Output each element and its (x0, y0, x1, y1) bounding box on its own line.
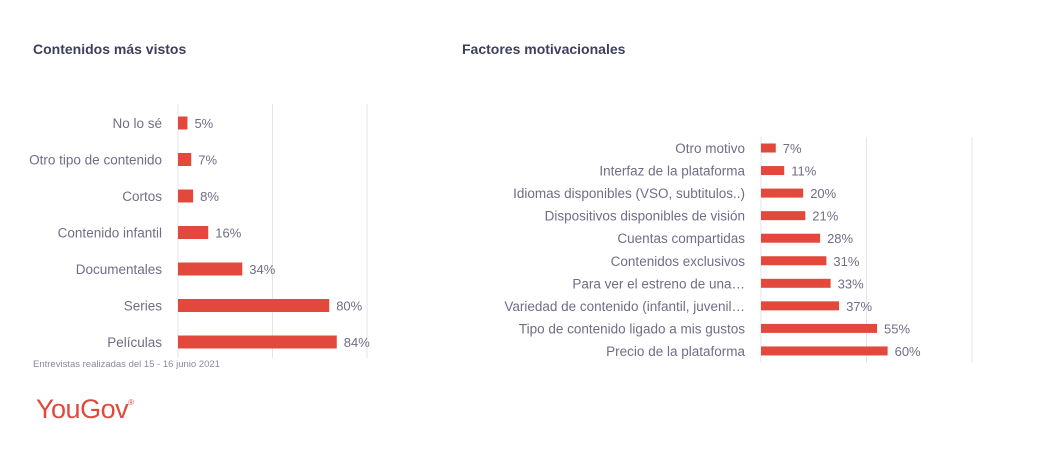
bar (178, 153, 192, 166)
logo-registered-mark: ® (128, 398, 134, 407)
bar (761, 143, 776, 153)
value-label: 31% (833, 254, 859, 269)
value-label: 80% (336, 299, 362, 314)
value-label: 5% (194, 116, 213, 131)
bar (178, 189, 194, 203)
bar (178, 299, 330, 312)
bar (761, 278, 831, 288)
value-label: 8% (200, 189, 219, 204)
value-label: 60% (895, 344, 921, 359)
value-label: 33% (838, 276, 864, 291)
category-label: Otro tipo de contenido (29, 153, 162, 168)
bar (178, 335, 337, 349)
bar (178, 262, 243, 276)
category-label: No lo sé (112, 116, 162, 131)
chart-title-contenidos: Contenidos más vistos (33, 41, 187, 57)
category-label: Contenido infantil (58, 226, 162, 241)
category-label: Dispositivos disponibles de visión (545, 209, 745, 224)
value-label: 34% (249, 262, 275, 277)
category-label: Tipo de contenido ligado a mis gustos (519, 321, 745, 336)
bar (761, 233, 821, 243)
value-label: 37% (846, 299, 872, 314)
logo-text: YouGov (36, 394, 129, 424)
bar (761, 166, 785, 176)
value-label: 11% (791, 164, 816, 179)
category-label: Cortos (122, 189, 162, 204)
bar (761, 256, 827, 266)
category-label: Películas (107, 335, 162, 350)
chart-contenidos: No lo sé 5% Otro tipo de contenido 7% Cortos… (29, 104, 370, 358)
category-label: Contenidos exclusivos (611, 254, 746, 269)
category-label: Interfaz de la plataforma (599, 164, 745, 179)
value-label: 28% (827, 231, 853, 246)
category-label: Para ver el estreno de una… (572, 276, 745, 291)
category-label: Cuentas compartidas (617, 231, 745, 246)
bar (178, 116, 188, 130)
value-label: 7% (198, 153, 217, 168)
chart-factores: Otro motivo 7% Interfaz de la plataforma 11… (504, 137, 973, 363)
category-label: Documentales (76, 262, 163, 277)
yougov-logo: YouGov® (36, 394, 134, 425)
footnote: Entrevistas realizadas del 15 - 16 junio… (33, 359, 220, 370)
bar (761, 323, 878, 333)
category-label: Idiomas disponibles (VSO, subtitulos..) (513, 186, 745, 201)
bar (761, 346, 888, 356)
category-label: Otro motivo (675, 141, 745, 156)
value-label: 20% (810, 186, 836, 201)
bar (761, 211, 806, 221)
value-label: 21% (812, 209, 838, 224)
value-label: 84% (344, 335, 370, 350)
category-label: Series (124, 299, 163, 314)
category-label: Variedad de contenido (infantil, juvenil… (504, 299, 745, 314)
bar (178, 226, 209, 239)
chart-title-factores: Factores motivacionales (462, 41, 626, 57)
bar (761, 188, 804, 198)
value-label: 16% (215, 226, 241, 241)
category-label: Precio de la plataforma (606, 344, 745, 359)
value-label: 55% (884, 321, 910, 336)
value-label: 7% (783, 141, 802, 156)
bar (761, 301, 840, 311)
